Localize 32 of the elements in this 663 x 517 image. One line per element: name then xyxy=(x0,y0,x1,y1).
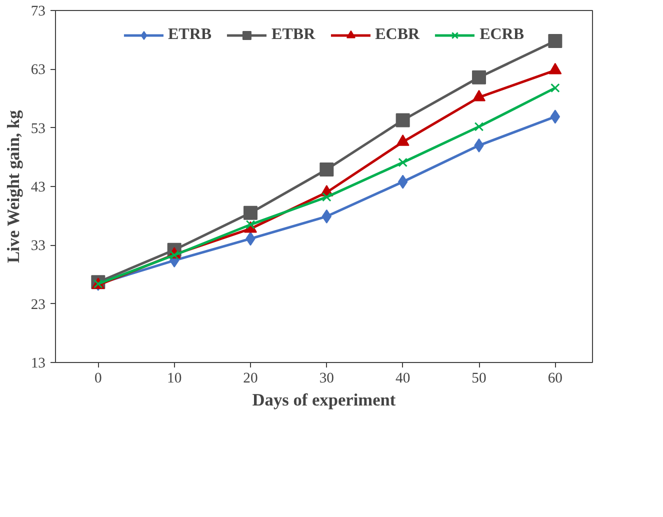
y-tick-label: 43 xyxy=(30,180,46,196)
x-tick-label: 50 xyxy=(472,370,486,386)
x-tick-label: 60 xyxy=(548,370,563,386)
x-tick-label: 0 xyxy=(94,370,102,386)
y-tick-label: 53 xyxy=(30,120,46,137)
y-tick-label: 63 xyxy=(30,62,46,78)
legend-label: ECBR xyxy=(375,26,420,44)
point xyxy=(398,158,408,168)
legend-label: ETBR xyxy=(272,26,316,44)
point xyxy=(472,70,486,84)
legend-label: ECRB xyxy=(480,26,524,44)
point xyxy=(474,122,484,132)
x-tick-label: 30 xyxy=(319,370,334,386)
y-tick-label: 73 xyxy=(30,4,46,20)
legend-label: ETRB xyxy=(168,26,212,44)
point xyxy=(243,206,258,220)
point xyxy=(548,34,562,48)
x-tick-label: 10 xyxy=(166,370,182,386)
point xyxy=(246,220,256,230)
y-tick-label: 13 xyxy=(30,356,46,372)
point xyxy=(320,162,334,176)
x-axis-title: Days of experiment xyxy=(252,390,396,410)
point xyxy=(170,250,179,260)
y-tick-label: 23 xyxy=(30,296,46,313)
point xyxy=(550,110,560,124)
x-tick-label: 20 xyxy=(243,370,258,386)
x-tick-label: 40 xyxy=(396,370,410,386)
y-tick-label: 33 xyxy=(30,238,46,254)
point xyxy=(396,113,410,128)
point xyxy=(322,192,332,202)
y-axis-title: Live Weight gain, kg xyxy=(4,110,23,264)
point xyxy=(550,83,560,93)
